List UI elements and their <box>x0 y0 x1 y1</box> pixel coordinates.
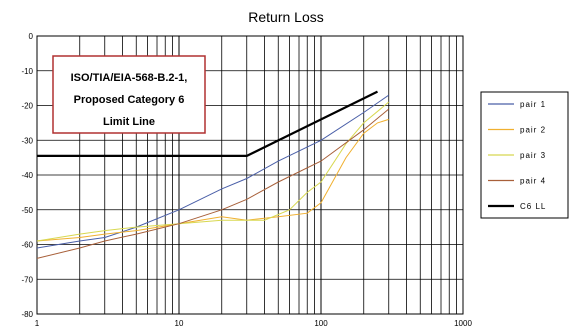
x-tick-label: 1 <box>35 319 40 328</box>
x-tick-label: 1000 <box>454 319 472 328</box>
series-line-pair-2 <box>36 118 389 242</box>
series-line-c6-ll <box>37 90 378 157</box>
annotation-line-1: ISO/TIA/EIA-568-B.2-1, <box>71 72 188 84</box>
legend-label: pair 4 <box>520 177 546 186</box>
y-tick-label: -50 <box>21 206 33 215</box>
series-line-pair-4 <box>36 108 390 259</box>
series-line-pair-3 <box>36 101 390 242</box>
chart-title: Return Loss <box>248 9 323 25</box>
x-tick-label: 10 <box>175 319 184 328</box>
legend-label: pair 3 <box>520 151 546 160</box>
x-tick-label: 100 <box>314 319 328 328</box>
limit-line-annotation: ISO/TIA/EIA-568-B.2-1, Proposed Category… <box>52 55 206 134</box>
legend-label: C6 LL <box>520 202 546 211</box>
legend: pair 1 pair 2 pair 3 pair 4 C6 LL <box>480 91 569 219</box>
x-axis-ticks: 1 10 100 1000 <box>35 319 473 328</box>
y-tick-label: -20 <box>21 102 33 111</box>
y-tick-label: -30 <box>21 136 33 145</box>
annotation-box <box>52 55 206 134</box>
y-axis-ticks: 0 -10 -20 -30 -40 -50 -60 -70 -80 <box>21 32 33 319</box>
annotation-line-2: Proposed Category 6 <box>74 94 185 106</box>
y-tick-label: -80 <box>21 310 33 319</box>
legend-label: pair 1 <box>520 100 546 109</box>
y-tick-label: -70 <box>21 275 33 284</box>
y-tick-label: -10 <box>21 67 33 76</box>
series-line-pair-1 <box>36 94 390 249</box>
y-tick-label: -40 <box>21 171 33 180</box>
annotation-line-3: Limit Line <box>103 116 155 128</box>
series-lines <box>36 90 390 259</box>
y-tick-label: 0 <box>29 32 34 41</box>
y-tick-label: -60 <box>21 241 33 250</box>
legend-label: pair 2 <box>520 126 546 135</box>
